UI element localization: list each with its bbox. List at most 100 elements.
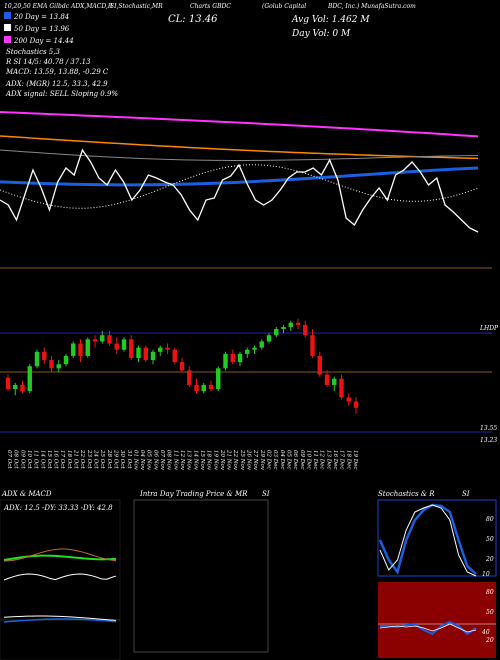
date-tick-label: 23 Oct [86,449,92,469]
candle-body [353,401,359,408]
price-label-low: 13.23 [480,437,497,444]
rsi-info: R SI 14/5: 40.78 / 37.13 [5,58,91,66]
price-label-last: 13.55 [480,425,497,432]
rsi-tick-50: 50 [486,609,494,616]
rsi-tick-20: 20 [485,637,494,644]
ma20-line [0,166,479,187]
macd-blue-line [3,618,117,623]
stoch-info: Stochastics 5,3 [6,48,60,56]
date-tick-label: 07 Oct [6,450,12,469]
candle-body [49,360,54,369]
date-tick-label: 17 Dec [339,450,345,470]
date-tick-label: 30 Oct [119,450,125,469]
date-tick-label: 04 Dec [279,450,285,470]
date-tick-label: 19 Nov [212,450,218,471]
candle-body [5,377,11,390]
candle-body [172,349,177,363]
candle-body [71,343,76,356]
adx-green-line [3,554,117,561]
candle-body [324,374,330,385]
date-tick-label: 05 Nov [146,450,152,471]
macd-white-line [3,615,117,621]
date-tick-label: 10 Dec [305,450,311,470]
candle-body [194,384,199,392]
legend-20-day: 20 Day = 13.84 [13,13,69,21]
stoch-tick-80: 80 [486,516,494,523]
price-label-top: LHDP [479,325,499,332]
candle-body [259,341,264,348]
candle-body [165,347,170,350]
ema-header: 10,20,50 EMA Gilbdc ADX,MACD,R [4,3,113,10]
rsi-blue-line [380,620,477,636]
stoch-tick-50: 50 [486,536,494,543]
date-tick-label: 04 Nov [139,450,145,471]
date-tick-label: 28 Oct [106,449,112,469]
stoch-panel [377,499,497,577]
legend-swatch-20 [4,12,11,19]
candle-body [114,343,119,350]
candle-body [150,351,156,361]
date-tick-label: 09 Oct [19,450,25,469]
candle-body [34,351,40,367]
stoch-lines [378,503,477,577]
date-tick-label: 13 Nov [186,450,192,471]
rsi-lines [378,620,496,636]
date-tick-label: 07 Nov [159,450,165,471]
ma-gray-line [0,149,479,161]
macd-info: MACD: 13.59, 13.88, -0.29 C [5,68,109,76]
date-tick-label: 22 Oct [79,449,85,469]
date-axis: 07 Oct 08 Oct 09 Oct 10 Oct 11 Oct 14 Oct 15 O… [6,449,358,471]
intra-panel-title: Intra Day Trading Price & MR [139,490,248,498]
company-line1: (Golub Capital [262,3,306,10]
company-line2: BDC, Inc.) MunafaSutra.com [327,3,416,10]
date-tick-label: 17 Oct [59,450,65,469]
candle-body [223,353,228,369]
candle-body [216,368,221,390]
intra-day-panel [133,499,269,653]
adx-panel [0,499,121,660]
stoch-k-line [378,503,477,575]
ema-line [0,135,479,160]
sl-header: SI,Stochastic,MR [110,3,163,10]
candle-body [129,339,134,358]
date-tick-label: 22 Nov [232,449,238,471]
legend-swatch-200 [4,36,11,43]
date-tick-label: 02 Dec [266,450,272,470]
candle-body [346,397,351,402]
date-tick-label: 15 Oct [46,450,52,469]
stoch-panel-title: Stochastics & R [378,490,435,498]
candle-body [187,370,192,385]
date-tick-label: 29 Nov [259,449,265,471]
candle-body [158,347,163,352]
date-tick-label: 06 Dec [292,450,298,470]
rsi-last: 40 [481,629,490,636]
intra-panel-si: SI [262,490,270,498]
candle-body [288,322,293,327]
candle-body [85,339,90,356]
legend-swatch-50 [4,24,11,31]
candle-body [332,378,337,385]
date-tick-label: 24 Oct [93,449,99,469]
rsi-white-line [379,623,477,633]
date-tick-label: 20 Nov [219,449,225,471]
close-price: CL: 13.46 [168,14,218,25]
date-tick-label: 03 Dec [272,450,278,470]
date-tick-label: 16 Oct [53,450,59,469]
date-tick-label: 10 Oct [26,450,32,469]
moving-average-lines [0,111,479,233]
date-tick-label: 11 Nov [172,450,178,471]
date-tick-label: 31 Oct [126,450,132,469]
stoch-d-line [379,504,477,577]
candle-body [317,355,322,375]
candle-body [42,351,47,361]
date-tick-label: 09 Dec [299,450,305,470]
price-line [0,148,479,233]
candle-body [179,362,185,371]
date-tick-label: 19 Dec [352,450,358,470]
candle-body [100,335,105,342]
candlesticks [5,318,359,414]
candle-body [201,384,206,392]
date-tick-label: 26 Nov [246,449,252,471]
date-tick-label: 16 Dec [332,450,338,470]
